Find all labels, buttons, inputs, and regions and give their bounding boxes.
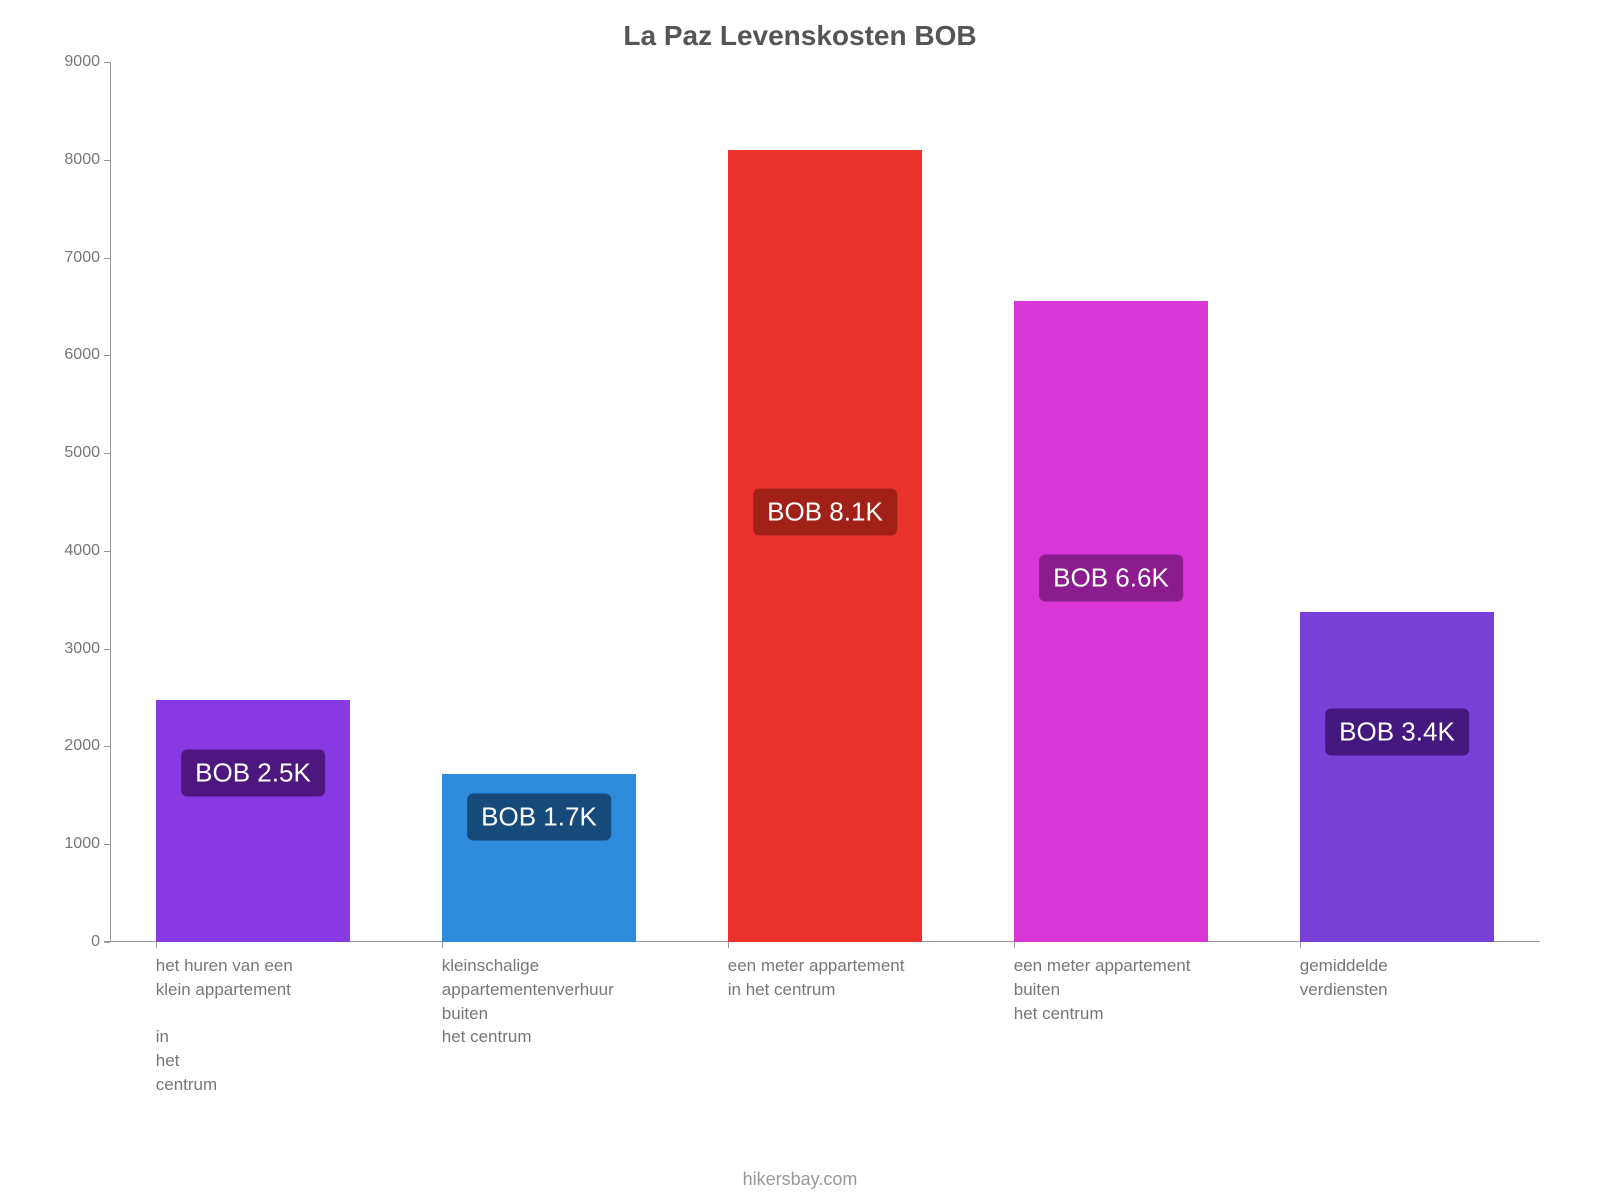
x-tick-mark (728, 942, 729, 948)
chart-container: La Paz Levenskosten BOB 0100020003000400… (0, 0, 1600, 1200)
x-axis-label: het huren van eenklein appartement inhet… (156, 954, 350, 1097)
y-tick-mark (104, 62, 110, 63)
x-axis-labels: het huren van eenklein appartement inhet… (110, 942, 1540, 1142)
bar: BOB 3.4K (1300, 612, 1494, 942)
y-tick-mark (104, 649, 110, 650)
bar-value-label: BOB 2.5K (181, 749, 325, 796)
chart-title: La Paz Levenskosten BOB (40, 20, 1560, 52)
y-tick-mark (104, 160, 110, 161)
bar-value-label: BOB 1.7K (467, 793, 611, 840)
y-tick-label: 1000 (64, 835, 100, 853)
y-tick-mark (104, 746, 110, 747)
x-tick-mark (1014, 942, 1015, 948)
y-tick-mark (104, 258, 110, 259)
x-tick-mark (442, 942, 443, 948)
bar: BOB 8.1K (728, 150, 922, 942)
y-tick-label: 5000 (64, 444, 100, 462)
bar: BOB 6.6K (1014, 301, 1208, 942)
chart-footer: hikersbay.com (0, 1169, 1600, 1190)
y-tick-label: 3000 (64, 640, 100, 658)
y-tick-mark (104, 453, 110, 454)
plot-area: 0100020003000400050006000700080009000 BO… (110, 62, 1540, 942)
x-tick-mark (156, 942, 157, 948)
x-axis-label: gemiddeldeverdiensten (1300, 954, 1494, 1002)
bar-value-label: BOB 8.1K (753, 488, 897, 535)
bar: BOB 2.5K (156, 700, 350, 942)
bar-value-label: BOB 6.6K (1039, 555, 1183, 602)
bars-layer: BOB 2.5K BOB 1.7K BOB 8.1K BOB 6.6K BOB 3.4K (110, 62, 1540, 942)
y-tick-mark (104, 844, 110, 845)
y-tick-label: 4000 (64, 542, 100, 560)
y-axis: 0100020003000400050006000700080009000 (40, 62, 110, 942)
bar: BOB 1.7K (442, 774, 636, 942)
y-tick-label: 6000 (64, 346, 100, 364)
bar-value-label: BOB 3.4K (1325, 708, 1469, 755)
x-tick-mark (1300, 942, 1301, 948)
y-tick-label: 0 (91, 933, 100, 951)
y-tick-mark (104, 355, 110, 356)
x-axis-label: een meter appartementin het centrum (728, 954, 922, 1002)
y-tick-label: 2000 (64, 737, 100, 755)
y-tick-label: 9000 (64, 53, 100, 71)
y-tick-label: 8000 (64, 151, 100, 169)
x-axis-label: kleinschaligeappartementenverhuurbuitenh… (442, 954, 636, 1049)
y-tick-mark (104, 551, 110, 552)
y-tick-label: 7000 (64, 249, 100, 267)
x-axis-label: een meter appartementbuitenhet centrum (1014, 954, 1208, 1025)
